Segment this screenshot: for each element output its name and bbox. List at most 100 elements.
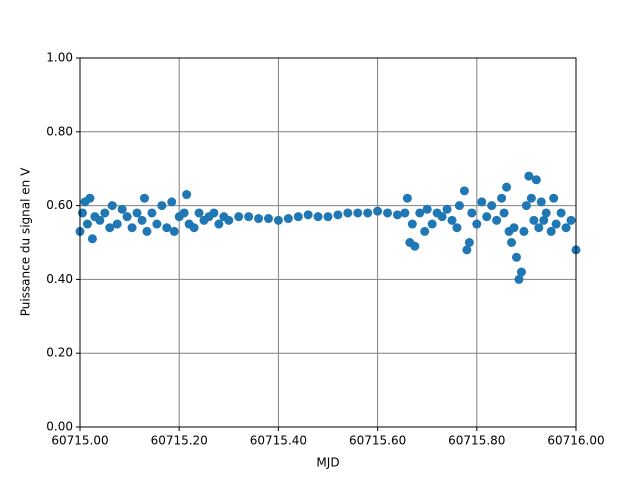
point [420,226,430,236]
point [77,208,87,218]
point [152,219,162,229]
point [87,234,97,244]
point [234,212,244,222]
point [415,208,425,218]
point [95,215,105,225]
point [107,201,117,211]
point [122,212,132,222]
point [313,212,323,222]
point [566,215,576,225]
point [507,238,517,247]
point [157,201,167,211]
point [526,193,536,203]
point [333,210,343,220]
point [112,219,122,229]
x-tick-label: 60716.00 [547,434,604,448]
point [427,219,437,229]
point [516,267,526,277]
points [75,171,581,284]
y-tick-label: 0.00 [46,420,73,434]
point [467,208,477,218]
x-axis-label: MJD [316,456,339,470]
point [541,208,551,218]
point [209,208,219,218]
point [487,201,497,211]
y-tick-label: 1.00 [46,51,73,65]
point [497,193,507,203]
point [462,245,472,255]
point [100,208,110,218]
x-tick-label: 60715.80 [448,434,505,448]
point [502,182,512,192]
point [407,219,417,229]
point [132,208,142,218]
point [521,201,531,211]
point [353,208,363,218]
point [343,208,353,218]
point [477,197,487,207]
point [454,201,464,211]
point [179,208,189,218]
point [392,210,402,220]
point [127,223,137,233]
point [303,210,313,220]
point [536,197,546,207]
point [224,215,234,225]
point [167,197,177,207]
point [499,208,509,218]
point [373,206,383,216]
point [214,219,224,229]
point [539,215,549,225]
x-tick-label: 60715.00 [51,434,108,448]
point [189,223,199,233]
x-tick-label: 60715.20 [151,434,208,448]
point [447,215,457,225]
point [556,208,566,218]
point [464,238,474,247]
point [551,219,561,229]
point [511,252,521,262]
point [142,226,152,236]
point [323,212,333,222]
point [459,186,469,196]
point [402,193,412,203]
point [147,208,157,218]
point [437,212,447,222]
point [293,212,303,222]
point [182,190,192,200]
y-axis-label: Puissance du signal en V [19,167,33,316]
axes-frame [79,57,577,428]
point [410,241,420,251]
point [383,208,393,218]
point [85,193,95,203]
point [283,214,293,224]
point [162,223,172,233]
point [363,208,373,218]
point [534,223,544,233]
point [492,215,502,225]
point [400,208,410,218]
point [514,274,524,284]
y-tick-label: 0.80 [46,124,73,138]
point [442,204,452,214]
point [472,219,482,229]
point [524,171,534,181]
point [244,212,254,222]
point [82,219,92,229]
x-tick-label: 60715.60 [349,434,406,448]
point [529,215,539,225]
point [105,223,115,233]
point [139,193,149,203]
y-tick-label: 0.40 [46,272,73,286]
point [519,226,529,236]
point [482,212,492,222]
x-tick-label: 60715.40 [250,434,307,448]
point [263,214,273,224]
point [422,204,432,214]
y-tick-label: 0.20 [46,346,73,360]
point [561,223,571,233]
point [169,226,179,236]
point [531,175,541,185]
